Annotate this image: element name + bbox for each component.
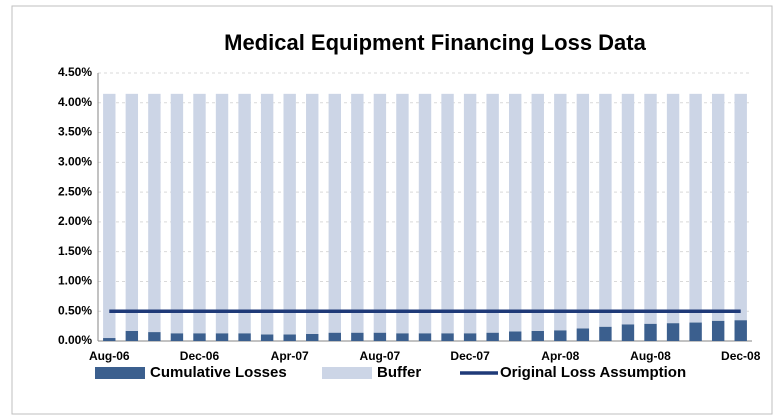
bar-segment (734, 320, 747, 341)
x-tick-label: Apr-08 (541, 349, 579, 363)
bar-segment (103, 93, 116, 339)
legend-swatch (322, 367, 372, 379)
bar-segment (486, 93, 499, 333)
bar-segment (486, 332, 499, 341)
bar-segment (554, 330, 567, 341)
x-tick-label: Apr-07 (271, 349, 309, 363)
bar-segment (351, 93, 364, 333)
bar-segment (666, 323, 680, 341)
y-tick-label: 3.00% (58, 155, 92, 169)
bar-segment (396, 93, 409, 334)
y-tick-label: 0.00% (58, 333, 92, 347)
y-tick-label: 3.50% (58, 125, 92, 139)
x-tick-label: Dec-06 (180, 349, 220, 363)
bar-segment (373, 332, 387, 341)
bar-segment (441, 93, 454, 334)
bar-segment (418, 333, 432, 341)
legend-label: Buffer (377, 364, 421, 381)
y-tick-label: 1.50% (58, 244, 92, 258)
bar-segment (351, 332, 364, 341)
bar-segment (238, 333, 251, 341)
bar-segment (125, 330, 139, 341)
y-tick-label: 4.50% (58, 65, 92, 79)
bar-segment (260, 334, 274, 341)
bar-segment (576, 328, 590, 341)
x-tick-label: Dec-07 (450, 349, 490, 363)
y-tick-label: 2.50% (58, 184, 92, 198)
x-tick-label: Aug-06 (89, 349, 130, 363)
bar-segment (531, 93, 544, 331)
bar-segment (621, 93, 635, 325)
x-tick-label: Aug-08 (630, 349, 671, 363)
bar-segment (103, 338, 116, 341)
bar-segment (396, 333, 409, 341)
bar-segment (576, 93, 590, 329)
legend-label: Cumulative Losses (150, 364, 287, 381)
bar-segment (441, 333, 454, 341)
bar-segment (644, 323, 657, 341)
bar-segment (215, 333, 229, 341)
bar-segment (666, 93, 680, 324)
chart-title: Medical Equipment Financing Loss Data (224, 30, 646, 55)
bar-segment (531, 330, 544, 341)
y-tick-label: 2.00% (58, 214, 92, 228)
bar-segment (260, 93, 274, 335)
bar-segment (711, 93, 725, 321)
bar-segment (328, 332, 341, 341)
bar-segment (238, 93, 251, 334)
bar-segment (373, 93, 387, 333)
bar-segment (125, 93, 139, 331)
bar-segment (148, 332, 161, 341)
bar-segment (644, 93, 657, 324)
bar-segment (193, 93, 206, 334)
bar-segment (306, 333, 319, 341)
legend-label: Original Loss Assumption (500, 364, 686, 381)
bar-segment (554, 93, 567, 331)
bar-segment (283, 93, 296, 335)
bar-segment (170, 93, 184, 334)
bar-segment (193, 333, 206, 341)
y-tick-label: 0.50% (58, 303, 92, 317)
bar-segment (621, 324, 635, 341)
bar-segment (283, 334, 296, 341)
bar-segment (689, 93, 702, 323)
bar-segment (509, 93, 522, 332)
bar-segment (463, 93, 477, 334)
bar-segment (734, 93, 747, 321)
bar-segment (599, 326, 612, 341)
bar-segment (148, 93, 161, 333)
y-tick-label: 4.00% (58, 95, 92, 109)
bar-segment (509, 331, 522, 341)
bar-segment (689, 322, 702, 341)
bar-segment (215, 93, 229, 334)
bar-segment (599, 93, 612, 327)
legend-swatch (95, 367, 145, 379)
bar-segment (328, 93, 341, 333)
y-tick-label: 1.00% (58, 274, 92, 288)
bar-segment (418, 93, 432, 334)
bar-segment (463, 333, 477, 341)
x-tick-label: Dec-08 (721, 349, 761, 363)
bar-segment (170, 333, 184, 341)
bar-segment (711, 320, 725, 341)
x-tick-label: Aug-07 (360, 349, 401, 363)
bar-segment (306, 93, 319, 334)
